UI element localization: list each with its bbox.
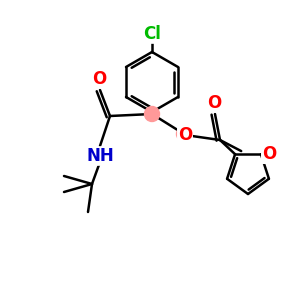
Text: O: O	[262, 145, 276, 163]
Text: O: O	[207, 94, 221, 112]
Text: O: O	[178, 126, 192, 144]
Text: Cl: Cl	[143, 25, 161, 43]
Text: O: O	[92, 70, 106, 88]
Text: NH: NH	[86, 147, 114, 165]
Circle shape	[145, 106, 160, 122]
Circle shape	[176, 127, 191, 142]
